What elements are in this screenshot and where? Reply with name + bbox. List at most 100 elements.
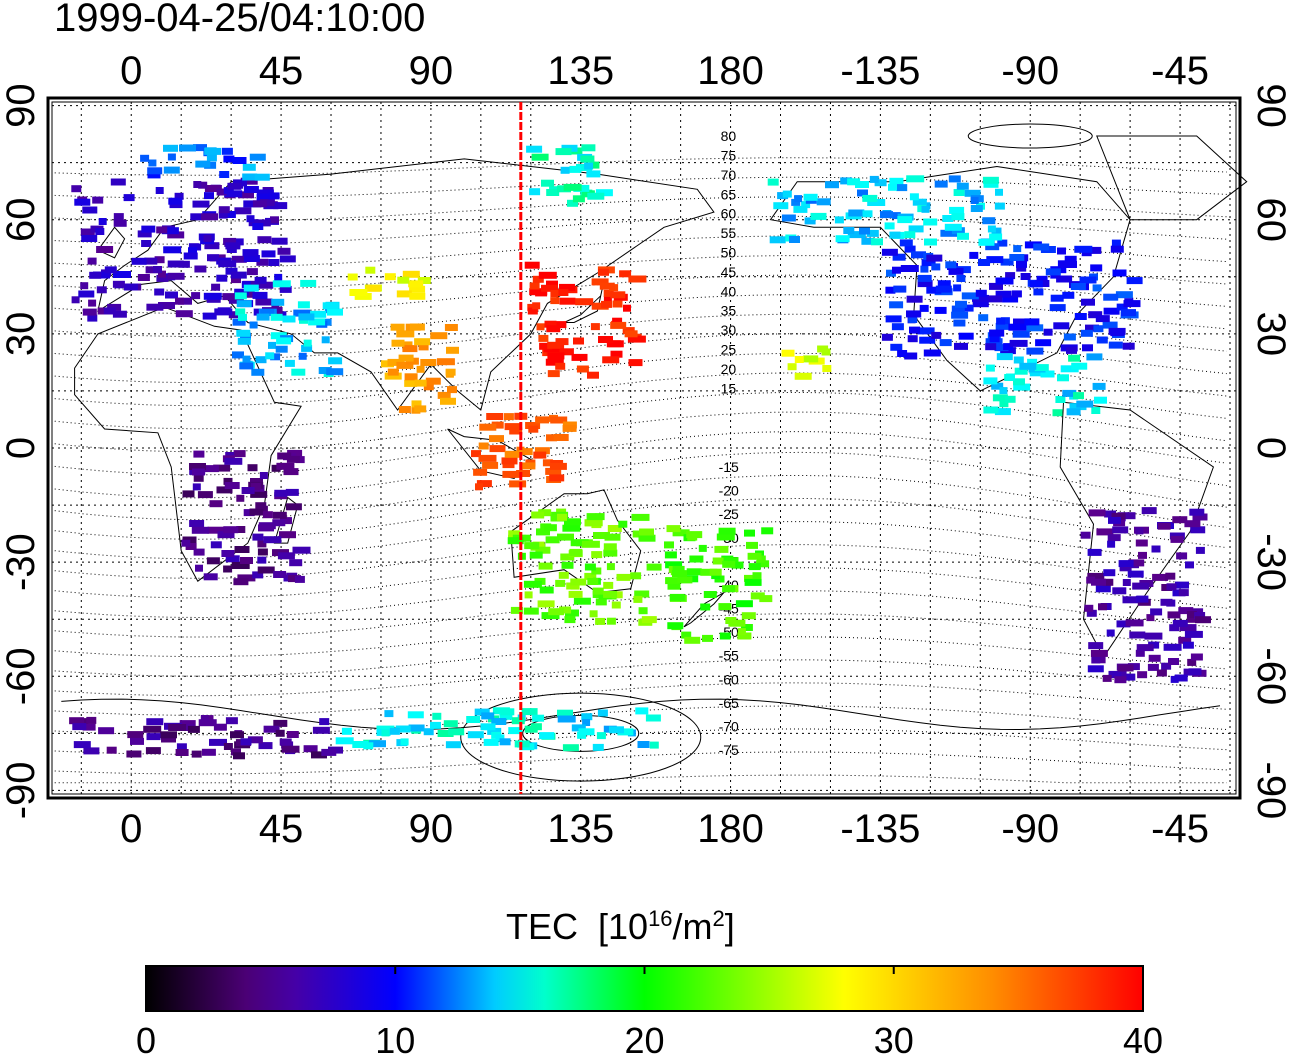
tec-cell	[478, 442, 489, 450]
tec-cell	[408, 724, 425, 732]
tec-cell	[425, 377, 441, 385]
tec-cell	[478, 454, 497, 462]
tec-cell	[589, 610, 598, 618]
tec-cell	[246, 215, 255, 223]
tec-cell	[479, 423, 497, 431]
tec-cell	[1029, 369, 1042, 377]
tec-cell	[242, 173, 258, 181]
tec-cell	[1074, 245, 1093, 253]
tec-cell	[557, 533, 574, 541]
tec-cell	[1043, 328, 1053, 336]
tec-cell	[746, 541, 758, 549]
tec-cell	[243, 284, 259, 292]
tec-cell	[537, 600, 555, 608]
tec-cell	[587, 371, 599, 379]
tec-cell	[777, 192, 789, 200]
right-latitude-tick-label: 60	[1249, 197, 1292, 242]
tec-cell	[384, 372, 402, 380]
tec-cell	[744, 574, 756, 582]
tec-cell	[555, 338, 569, 346]
tec-cell	[607, 525, 622, 532]
tec-cell	[1091, 407, 1101, 414]
tec-cell	[228, 296, 244, 304]
tec-cell	[740, 624, 753, 631]
tec-cell	[857, 189, 868, 197]
tec-cell	[246, 268, 258, 276]
tec-cell	[236, 526, 246, 533]
tec-cell	[73, 741, 91, 749]
tec-cell	[909, 193, 919, 201]
tec-cell	[1060, 365, 1079, 373]
tec-cell	[189, 463, 206, 470]
tec-cell	[223, 565, 233, 573]
tec-cell	[533, 451, 547, 459]
tec-cell	[268, 341, 276, 349]
tec-cell	[204, 715, 214, 723]
tec-cell	[794, 372, 812, 380]
tec-cell	[896, 184, 908, 192]
magnetic-contour-line	[54, 774, 1227, 784]
tec-cell	[542, 459, 553, 467]
tec-cell	[1127, 663, 1140, 671]
tec-cell	[500, 708, 515, 716]
tec-cell	[884, 222, 895, 230]
tec-cell	[234, 288, 250, 296]
tec-cell	[677, 576, 693, 584]
tec-cell	[1169, 624, 1180, 632]
tec-cell	[1040, 370, 1055, 378]
tec-cell	[271, 237, 288, 245]
tec-cell	[1102, 674, 1112, 682]
tec-cell	[252, 291, 268, 299]
tec-cell	[88, 299, 97, 307]
tec-cell	[567, 199, 578, 207]
tec-cell	[282, 315, 296, 323]
tec-cell	[384, 273, 396, 281]
tec-cell	[411, 400, 422, 408]
tec-cell	[1122, 596, 1140, 604]
tec-cell	[474, 708, 490, 716]
tec-cell	[503, 413, 514, 421]
tec-cell	[885, 286, 896, 294]
tec-cell	[127, 731, 144, 739]
tec-cell	[1128, 559, 1145, 567]
tec-cell	[610, 291, 626, 299]
tec-cell	[538, 562, 553, 570]
tec-cell	[223, 155, 235, 163]
tec-cell	[548, 608, 565, 616]
tec-cell	[231, 748, 241, 756]
left-latitude-tick-label: 0	[0, 437, 43, 459]
tec-cell	[195, 160, 211, 168]
tec-cell	[541, 284, 558, 292]
tec-cell	[447, 386, 457, 394]
tec-cell	[801, 201, 811, 209]
tec-cell	[154, 256, 165, 264]
tec-cell	[1156, 669, 1167, 677]
tec-cell	[969, 251, 979, 259]
tec-cell	[920, 265, 929, 273]
tec-cell	[236, 494, 245, 502]
tec-cell	[584, 563, 596, 571]
tec-cell	[218, 260, 237, 268]
tec-cell	[1062, 389, 1077, 397]
tec-cell	[714, 545, 729, 553]
tec-cell	[1013, 383, 1031, 391]
tec-cell	[1136, 644, 1154, 652]
tec-cell	[1034, 364, 1049, 372]
tec-cell	[1163, 643, 1182, 651]
tec-cell	[591, 278, 609, 286]
tec-cell	[1106, 629, 1115, 637]
tec-cell	[1165, 572, 1176, 580]
tec-cell	[989, 233, 1003, 241]
tec-cell	[945, 261, 957, 269]
tec-cell	[541, 179, 554, 187]
tec-cell	[596, 732, 606, 740]
tec-cell	[744, 529, 755, 537]
tec-cell	[994, 344, 1009, 352]
colorbar-tick-label: 30	[874, 1020, 914, 1057]
tec-cell	[1096, 336, 1108, 344]
tec-cell	[1186, 611, 1197, 619]
tec-cell	[82, 308, 97, 316]
tec-cell	[1112, 526, 1129, 534]
tec-cell	[270, 313, 283, 321]
tec-cell	[889, 177, 904, 185]
